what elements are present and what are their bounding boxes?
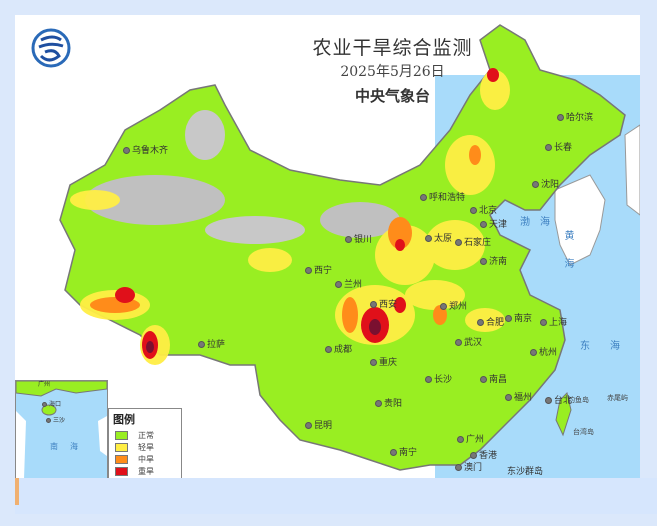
- city-label: 广州: [457, 432, 484, 445]
- legend-item-light: 轻旱: [115, 441, 181, 453]
- legend-swatch: [115, 430, 128, 440]
- city-label: 南京: [505, 311, 532, 324]
- sea-label-bohai: 渤海: [520, 217, 560, 228]
- sea-label-nanhai: 南海: [50, 442, 90, 451]
- extreme-drought-areas: [146, 319, 381, 353]
- city-label: 长沙: [425, 372, 452, 385]
- legend: 图例 正常 轻旱 中旱 重旱: [108, 408, 182, 478]
- island-label-dongsha: 东沙群岛: [507, 467, 544, 477]
- map-agency: 中央气象台: [354, 87, 430, 105]
- city-label: 重庆: [370, 355, 397, 368]
- city-label: 杭州: [530, 345, 557, 358]
- legend-item-normal: 正常: [115, 429, 181, 441]
- drought-map: [59, 24, 640, 478]
- city-label: 郑州: [440, 299, 467, 312]
- sea-label-donghai: 东海: [580, 341, 640, 352]
- inset-map: [15, 380, 108, 478]
- city-label: 澳门: [455, 460, 482, 473]
- map-title: 农业干旱综合监测: [312, 37, 473, 59]
- city-label: 西宁: [305, 263, 332, 276]
- legend-swatch: [115, 454, 128, 464]
- city-label: 银川: [345, 232, 372, 245]
- south-china-sea-inset: 广州 海口 三沙 南海: [15, 380, 108, 478]
- city-label: 呼和浩特: [420, 190, 465, 203]
- no-data-area-qaidam: [205, 216, 305, 244]
- city-label: 乌鲁木齐: [123, 143, 168, 156]
- legend-swatch: [115, 442, 128, 452]
- japan: [624, 124, 640, 216]
- city-label: 太原: [425, 231, 452, 244]
- city-label: 南宁: [390, 445, 417, 458]
- city-label: 昆明: [305, 418, 332, 431]
- city-label: 济南: [480, 254, 507, 267]
- no-data-area-tarim: [85, 175, 225, 225]
- city-label: 沈阳: [532, 177, 559, 190]
- legend-item-moderate: 中旱: [115, 453, 181, 465]
- map-figure: 农业干旱综合监测 2025年5月26日 中央气象台 乌鲁木齐 哈尔滨 长春 沈阳…: [15, 15, 640, 478]
- no-data-area-alxa: [320, 202, 400, 238]
- legend-title: 图例: [113, 413, 135, 426]
- city-label: 福州: [505, 390, 532, 403]
- city-label: 三沙: [46, 415, 65, 424]
- legend-item-severe: 重旱: [115, 465, 181, 477]
- cma-logo: [31, 28, 71, 68]
- city-label: 拉萨: [198, 337, 225, 350]
- map-date: 2025年5月26日: [340, 64, 445, 80]
- sea-label-huanghai: 黄海: [562, 230, 573, 286]
- taiwan-island: [555, 392, 572, 437]
- city-label: 长春: [545, 140, 572, 153]
- city-label: 石家庄: [455, 235, 491, 248]
- city-label: 海口: [42, 399, 61, 408]
- city-label: 广州: [38, 381, 51, 388]
- city-label: 天津: [480, 217, 507, 230]
- island-label-taiwan: 台湾岛: [573, 428, 594, 436]
- city-label: 哈尔滨: [557, 110, 593, 123]
- city-label: 上海: [540, 315, 567, 328]
- city-label: 贵阳: [375, 396, 402, 409]
- no-data-area-tibet: [185, 110, 225, 160]
- city-label: 合肥: [477, 315, 504, 328]
- korea-peninsula: [554, 174, 606, 266]
- city-label: 北京: [470, 203, 497, 216]
- island-label-chiwei: 赤尾屿: [607, 394, 628, 402]
- caption-strip: [15, 478, 657, 514]
- city-label: 西安: [370, 297, 397, 310]
- island-label-diaoyu: 钓鱼岛: [568, 396, 589, 404]
- city-label: 香港: [470, 448, 497, 461]
- city-label: 兰州: [335, 277, 362, 290]
- accent-bar: [15, 478, 19, 505]
- city-label: 成都: [325, 342, 352, 355]
- city-label: 武汉: [455, 335, 482, 348]
- city-label: 南昌: [480, 372, 507, 385]
- legend-swatch: [115, 466, 128, 476]
- city-label: 台北: [545, 393, 572, 406]
